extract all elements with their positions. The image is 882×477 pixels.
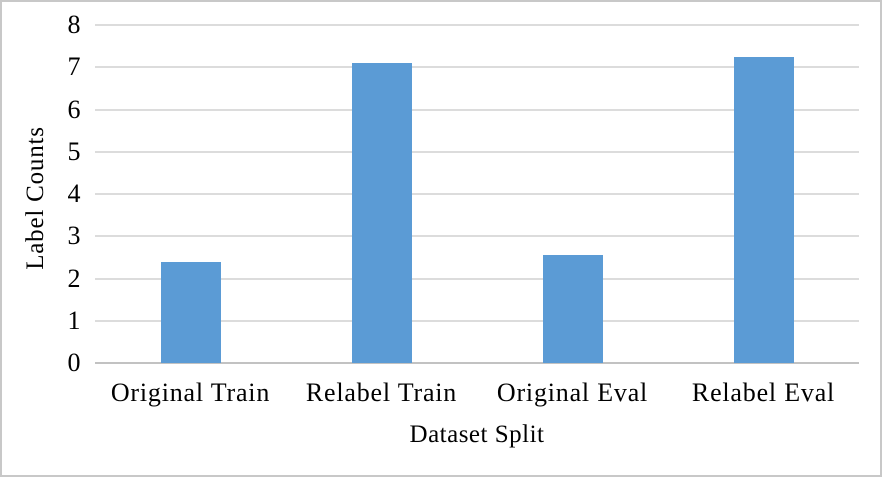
gridline bbox=[95, 319, 859, 322]
x-category-label: Relabel Eval bbox=[691, 378, 836, 407]
bar-original-train bbox=[160, 261, 221, 363]
gridline bbox=[95, 235, 859, 238]
x-axis-line bbox=[95, 362, 859, 364]
x-category-label: Original Train bbox=[110, 378, 271, 407]
y-tick-label: 3 bbox=[67, 221, 81, 251]
y-tick-label: 2 bbox=[67, 263, 81, 293]
bar-relabel-eval bbox=[733, 56, 794, 363]
gridline bbox=[95, 24, 859, 26]
gridline bbox=[95, 277, 859, 280]
x-category-label: Relabel Train bbox=[305, 378, 458, 407]
gridline bbox=[95, 193, 859, 195]
bar-original-eval bbox=[542, 255, 603, 363]
y-tick-label: 5 bbox=[67, 136, 81, 166]
y-tick-label: 4 bbox=[67, 179, 81, 208]
x-axis-title: Dataset Split bbox=[409, 421, 545, 448]
gridline bbox=[95, 66, 859, 69]
y-tick-label: 8 bbox=[67, 10, 81, 39]
y-tick-label: 6 bbox=[67, 94, 81, 124]
gridline bbox=[95, 150, 859, 153]
y-tick-label: 1 bbox=[67, 305, 81, 335]
x-category-label: Original Eval bbox=[496, 378, 649, 407]
bar-relabel-train bbox=[351, 63, 412, 363]
gridline bbox=[95, 108, 859, 111]
y-tick-label: 0 bbox=[67, 348, 81, 377]
y-tick-label: 7 bbox=[67, 52, 81, 82]
